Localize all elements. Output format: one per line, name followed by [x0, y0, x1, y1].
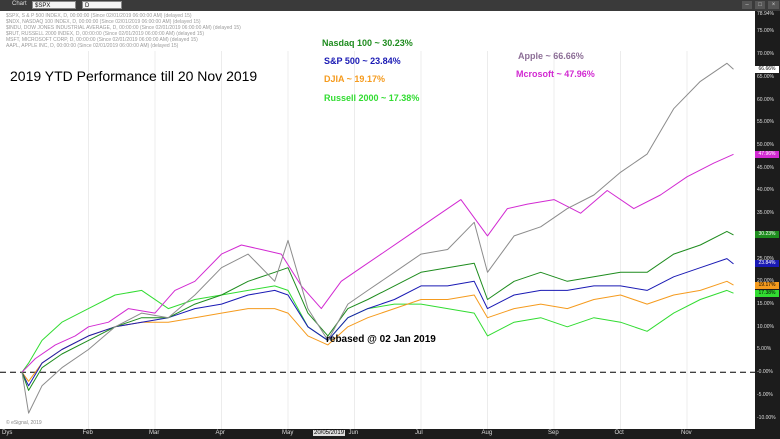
y-tick-label: 50.00% [757, 142, 774, 149]
y-tick-label: -0.00% [757, 369, 773, 376]
header-line-spx: $SPX, S & P 500 INDEX, D, 00:00:00 (Sinc… [6, 13, 192, 19]
y-tick-label: 40.00% [757, 187, 774, 194]
y-tick-label: -5.00% [757, 391, 773, 398]
x-axis-unit-label: Dys [2, 430, 13, 436]
y-tick-label: 35.00% [757, 210, 774, 217]
maximize-icon[interactable]: □ [755, 1, 765, 9]
series-line-apple [21, 62, 734, 414]
close-icon[interactable]: × [768, 1, 779, 9]
end-badge-djia: 19.17% [755, 281, 779, 289]
end-badge-russell-2000: 17.38% [755, 289, 779, 297]
minimize-icon[interactable]: – [742, 1, 752, 9]
x-tick-apr: Apr [215, 430, 225, 436]
header-line-indu: $INDU, DOW JONES INDUSTRIAL AVERAGE, D, … [6, 25, 241, 31]
series-line-s-p-500 [21, 258, 734, 387]
vertical-gridlines [88, 51, 688, 429]
y-tick-top: 78.94% [757, 10, 774, 17]
series-line-mcrosoft [21, 153, 734, 373]
x-tick-mar: Mar [149, 430, 160, 436]
y-tick-label: 75.00% [757, 28, 774, 35]
y-tick-label: 20.00% [757, 278, 774, 284]
series-line-djia [21, 280, 734, 382]
symbol-input[interactable]: $SPX [32, 1, 76, 9]
y-tick-label: 65.00% [757, 73, 774, 80]
x-tick-sep: Sep [548, 430, 559, 436]
end-badge-mcrosoft: 47.96% [755, 150, 779, 158]
chart-title: 2019 YTD Performance till 20 Nov 2019 [10, 68, 258, 84]
y-tick-label: 25.00% [757, 255, 774, 262]
y-axis[interactable]: 78.94% 75.00% 70.00% 65.00% 60.00% 55.00% 50.0… [755, 11, 780, 429]
y-tick-label: 5.00% [757, 346, 772, 353]
x-tick-feb: Feb [82, 430, 93, 436]
annotation-microsoft: Mcrosoft ~ 47.96% [516, 69, 595, 79]
y-tick-label: 70.00% [757, 51, 774, 58]
annotation-djia: DJIA ~ 19.17% [324, 74, 385, 84]
watermark: © eSignal, 2019 [6, 420, 42, 426]
x-tick-jul: Jul [415, 430, 423, 436]
end-badge-apple: 66.66% [755, 65, 779, 73]
y-tick-label: 15.00% [757, 301, 774, 308]
header-line-ndx: $NDX, NASDAQ 100 INDEX, D, 00:00:00 (Sin… [6, 19, 201, 25]
y-tick-label: 60.00% [757, 96, 774, 103]
x-axis[interactable]: Dys Feb Mar Apr May Jun Jul Aug Sep Oct Nov 20/05… [0, 429, 780, 439]
header-line-rut: $RUT, RUSSELL 2000 INDEX, D, 00:00:00 (S… [6, 31, 204, 37]
end-badge-s-p-500: 23.84% [755, 260, 779, 268]
x-tick-aug: Aug [481, 430, 493, 436]
y-tick-label: -10.00% [757, 414, 776, 421]
y-tick-label: 10.00% [757, 323, 774, 330]
x-tick-jun: Jun [348, 430, 359, 436]
baseline-annotation: rebased @ 02 Jan 2019 [326, 334, 436, 345]
chart-menu-label[interactable]: Chart [12, 1, 27, 7]
x-tick-may: May [282, 430, 294, 436]
y-tick-label: 45.00% [757, 164, 774, 171]
plot-area: $SPX, S & P 500 INDEX, D, 00:00:00 (Sinc… [0, 11, 755, 429]
series-lines [21, 62, 734, 414]
y-tick-label: 55.00% [757, 119, 774, 126]
annotation-russell: Russell 2000 ~ 17.38% [324, 93, 420, 103]
series-line-nasdaq-100 [21, 230, 734, 391]
x-tick-nov: Nov [681, 430, 692, 436]
end-badge-nasdaq-100: 30.23% [755, 231, 779, 239]
header-line-msft: MSFT, MICROSOFT CORP, D, 00:00:00 (Since… [6, 37, 198, 43]
x-tick-oct: Oct [614, 430, 624, 436]
x-crosshair-date: 20/05/2019 [313, 430, 346, 436]
interval-input[interactable]: D [82, 1, 122, 9]
series-line-russell-2000 [21, 285, 734, 373]
header-line-aapl: AAPL, APPLE INC, D, 00:00:00 (Since 02/0… [6, 43, 179, 49]
annotation-sp500: S&P 500 ~ 23.84% [324, 56, 401, 66]
annotation-nasdaq: Nasdaq 100 ~ 30.23% [322, 38, 413, 48]
annotation-apple: Apple ~ 66.66% [518, 51, 584, 61]
chart-canvas [0, 51, 755, 429]
